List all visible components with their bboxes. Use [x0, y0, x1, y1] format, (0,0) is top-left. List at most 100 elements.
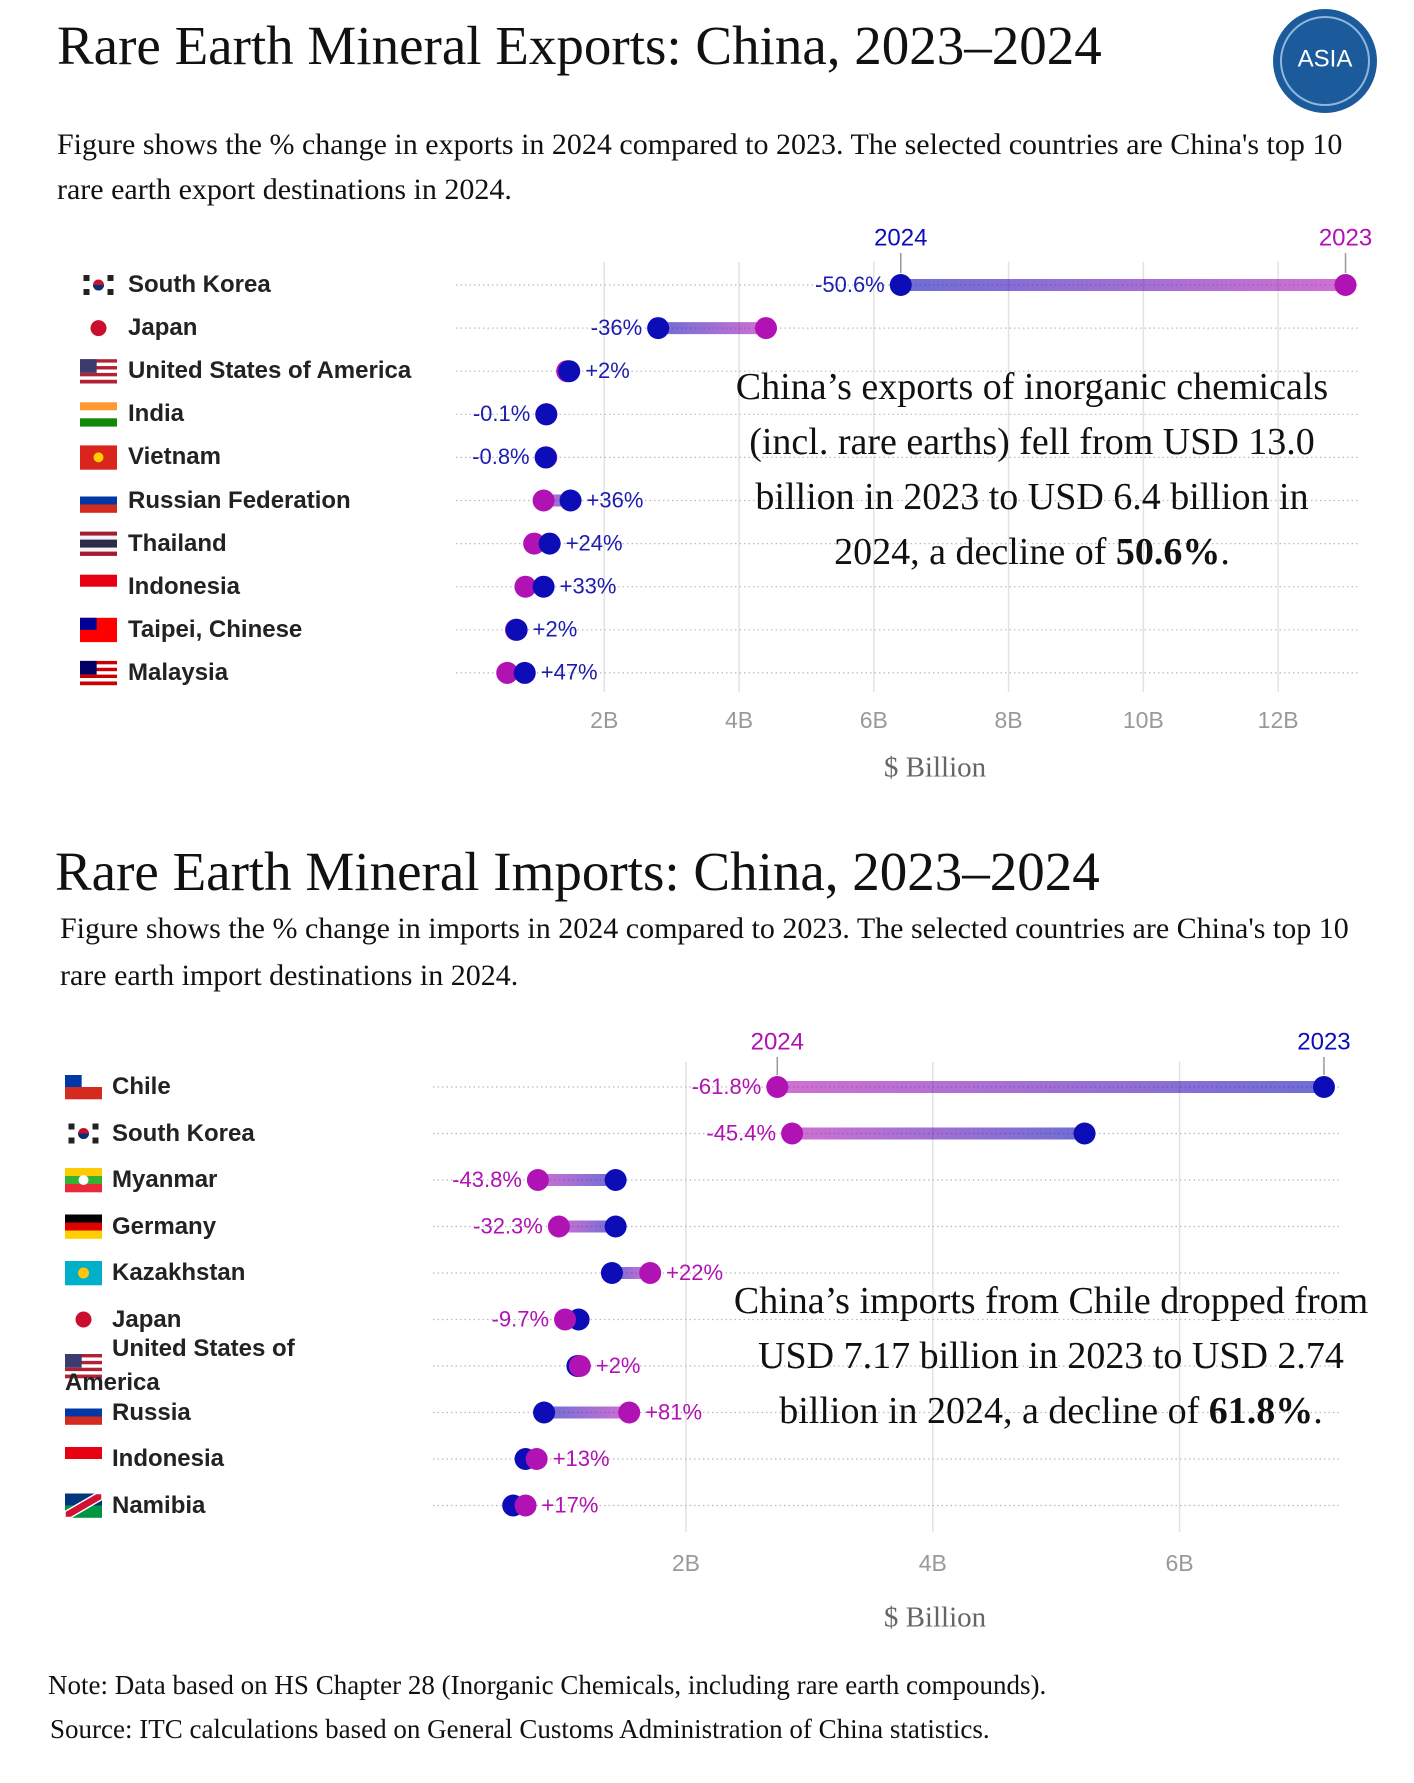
flag-stripe	[65, 1367, 102, 1372]
flag-canton	[80, 660, 97, 675]
flag-stripe	[80, 671, 117, 675]
flag-stripe	[65, 1447, 102, 1460]
logo-circle	[1273, 9, 1377, 113]
flag-stripe	[80, 678, 117, 682]
category-label: South Korea	[112, 1119, 255, 1147]
category-label: United States of America	[65, 1335, 295, 1396]
flag-canton	[80, 359, 97, 373]
flag-stripe	[80, 667, 117, 672]
dot	[532, 575, 555, 598]
flag-stripe	[65, 1360, 102, 1365]
dot	[754, 317, 777, 340]
logo-ring	[1280, 16, 1370, 106]
flag-stripe	[80, 366, 117, 370]
dot	[554, 1308, 577, 1331]
x-tick-label: 2B	[672, 1550, 700, 1576]
flag-stripe	[65, 1087, 102, 1100]
dot	[1312, 1076, 1335, 1098]
annotation-end: .	[1313, 1390, 1323, 1432]
category-label: Russia	[112, 1398, 191, 1426]
x-tick-label: 4B	[725, 707, 753, 733]
flag-trigram	[68, 1137, 75, 1144]
flag-stripe	[80, 674, 117, 679]
category-label: Vietnam	[128, 443, 221, 471]
annotation: China’s imports from Chile dropped from …	[731, 1274, 1371, 1439]
logo-text: ASIA	[1298, 45, 1353, 72]
x-tick-label: 4B	[919, 1550, 947, 1576]
flag-stripe	[65, 1416, 102, 1425]
dot	[639, 1262, 662, 1284]
flag-stripe	[65, 1371, 102, 1375]
value-label: +17%	[542, 1492, 599, 1517]
value-label: +36%	[587, 487, 644, 512]
flag-stripe	[65, 1364, 102, 1369]
flag-canton	[80, 617, 97, 630]
annotation-end: .	[1220, 531, 1230, 573]
flag-trigram	[92, 1137, 99, 1144]
category-label: Taipei, Chinese	[128, 615, 303, 643]
category-label: Russian Federation	[128, 486, 351, 514]
dot	[604, 1215, 627, 1238]
flag-disc-half	[78, 1133, 89, 1139]
flag-stripe	[65, 1184, 102, 1193]
flag-stripe	[65, 1222, 102, 1231]
value-label: -45.4%	[706, 1120, 776, 1145]
flag-diagonal	[64, 1492, 103, 1519]
flag-stripe	[65, 1400, 102, 1409]
value-label: -36%	[591, 315, 642, 340]
dot	[534, 446, 557, 469]
flag-stripe	[80, 372, 117, 377]
dot	[505, 618, 528, 641]
value-label: -0.8%	[472, 444, 529, 469]
category-label: South Korea	[128, 271, 271, 298]
flag-stripe	[80, 362, 117, 367]
flag-stripe	[80, 547, 117, 552]
legend-label: 2023	[1297, 1028, 1350, 1055]
flag-stripe	[65, 1374, 102, 1379]
flag-trigram	[68, 1123, 75, 1130]
legend-label: 2024	[874, 224, 927, 251]
dot	[1334, 274, 1357, 296]
flag-disc	[78, 1267, 89, 1279]
flag-stripe	[80, 586, 117, 599]
value-label: +2%	[596, 1353, 641, 1378]
dot	[533, 1401, 556, 1424]
flag-stripe	[80, 531, 117, 536]
flag-stripe	[80, 376, 117, 381]
flag-stripe	[80, 402, 117, 411]
dot	[496, 661, 519, 684]
dot	[514, 1494, 537, 1517]
annotation-text: China’s exports of inorganic chemicals (…	[735, 366, 1329, 573]
x-tick-label: 12B	[1258, 707, 1299, 733]
source: Source: ITC calculations based on Genera…	[50, 1714, 990, 1744]
flag-trigram	[107, 275, 114, 281]
flag-stripe	[65, 1354, 102, 1358]
legend-label: 2023	[1319, 224, 1372, 251]
flag-stripe	[80, 379, 117, 384]
x-tick-label: 8B	[995, 707, 1023, 733]
category-label: India	[128, 400, 185, 428]
annotation-emphasis: 61.8%	[1208, 1390, 1314, 1432]
flag-canton	[65, 1075, 82, 1087]
x-tick-label: 2B	[590, 707, 618, 733]
category-label: United States of America	[128, 357, 412, 385]
flag-stripe	[80, 543, 117, 548]
legend-label: 2024	[751, 1028, 804, 1055]
flag-star	[78, 1175, 89, 1185]
note: Note: Data based on HS Chapter 28 (Inorg…	[48, 1670, 1047, 1700]
annotation-text: China’s imports from Chile dropped from …	[733, 1280, 1369, 1432]
flag-stripe	[80, 410, 117, 419]
flag-stripe	[80, 681, 117, 686]
logo: ASIA	[1273, 9, 1377, 113]
annotation: China’s exports of inorganic chemicals (…	[712, 360, 1352, 580]
flag-stripe	[65, 1459, 102, 1472]
chart-title: Rare Earth Mineral Exports: China, 2023–…	[57, 15, 1102, 76]
flag-star	[93, 452, 104, 463]
value-label: +22%	[666, 1260, 723, 1285]
flag-stripe	[80, 488, 117, 497]
value-label: -0.1%	[473, 401, 530, 426]
flag-stripe	[65, 1357, 102, 1362]
dot	[889, 274, 912, 296]
